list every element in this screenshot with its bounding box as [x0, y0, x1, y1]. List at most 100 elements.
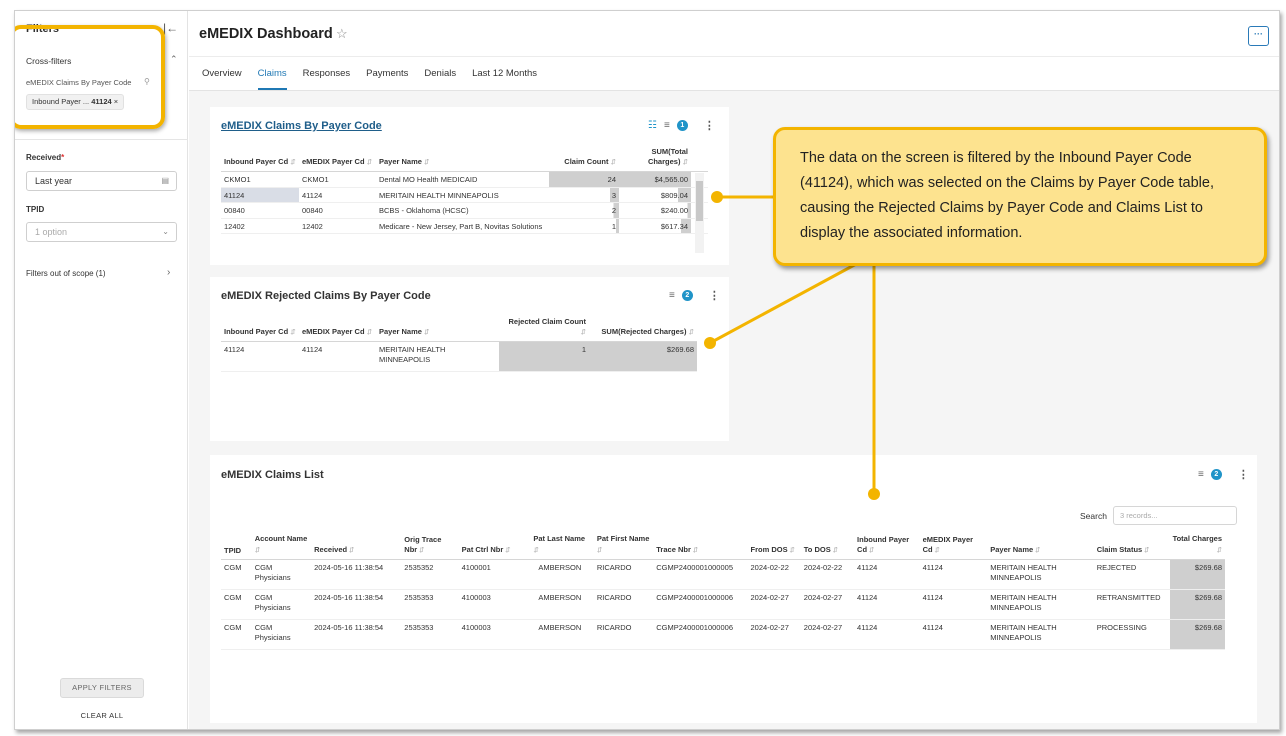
cell: RICARDO	[593, 589, 654, 620]
filter-count-badge[interactable]: 2	[1210, 469, 1222, 480]
column-header[interactable]: Inbound Payer Cd ⇵	[221, 315, 299, 342]
table-row[interactable]: CGM CGM Physicians 2024-05-16 11:38:54 2535…	[221, 619, 1225, 650]
column-header[interactable]: Trace Nbr ⇵	[653, 532, 748, 560]
column-header[interactable]: TPID	[221, 532, 252, 560]
received-label: Received*	[26, 153, 65, 162]
chevron-right-icon[interactable]: ›	[167, 267, 171, 278]
column-header[interactable]: Orig Trace Nbr ⇵	[401, 532, 459, 560]
kebab-menu-icon[interactable]: ⋮	[1237, 469, 1249, 481]
column-header[interactable]: Pat Last Name ⇵	[530, 532, 594, 560]
chevron-up-icon[interactable]: ⌃	[170, 54, 178, 64]
column-header[interactable]: eMEDIX Payer Cd ⇵	[299, 145, 376, 172]
column-header[interactable]: Received ⇵	[311, 532, 402, 560]
collapse-sidebar-icon[interactable]: |←	[163, 21, 179, 35]
cell: CGM	[221, 559, 252, 590]
clear-all-button[interactable]: CLEAR ALL	[80, 711, 124, 720]
tab-payments[interactable]: Payments	[366, 68, 409, 79]
table-row[interactable]: 41124 41124 MERITAIN HEALTH MINNEAPOLIS …	[221, 341, 697, 372]
cell: 41124	[854, 589, 920, 620]
more-options-button[interactable]: ···	[1248, 26, 1269, 46]
column-header[interactable]: Pat First Name ⇵	[593, 532, 654, 560]
cell: CGMP2400001000005	[653, 559, 748, 590]
cell: CKMO1	[221, 171, 299, 188]
kebab-menu-icon[interactable]: ⋮	[703, 120, 715, 132]
cell: 2024-05-16 11:38:54	[311, 589, 402, 620]
dashboard-header: eMEDIX Dashboard ☆ ··· Overview Claims R…	[189, 11, 1279, 91]
hierarchy-icon[interactable]: ☷	[648, 120, 657, 131]
panel-tools: ☷ ≡ 1 ⋮	[648, 119, 715, 132]
cell: 41124	[854, 559, 920, 590]
cell: 41124	[919, 559, 988, 590]
tab-overview[interactable]: Overview	[202, 68, 242, 79]
filter-icon[interactable]: ≡	[669, 290, 675, 301]
dashboard-main: eMEDIX Dashboard ☆ ··· Overview Claims R…	[189, 11, 1279, 729]
cell: MERITAIN HEALTH MINNEAPOLIS	[987, 589, 1094, 620]
column-header[interactable]: eMEDIX Payer Cd ⇵	[919, 532, 988, 560]
cell: 00840	[299, 202, 376, 219]
kebab-menu-icon[interactable]: ⋮	[708, 290, 720, 302]
cell: 41124	[221, 187, 299, 203]
cell: 41124	[919, 619, 988, 650]
search-label: Search	[1080, 511, 1107, 521]
column-header[interactable]: eMEDIX Payer Cd ⇵	[299, 315, 376, 342]
column-header[interactable]: Claim Status ⇵	[1093, 532, 1170, 560]
column-header[interactable]: Inbound Payer Cd ⇵	[854, 532, 920, 560]
filter-icon[interactable]: ≡	[663, 120, 670, 131]
column-header[interactable]: SUM(Rejected Charges) ⇵	[589, 315, 697, 342]
cell: CKMO1	[299, 171, 376, 188]
cell: 41124	[299, 187, 376, 203]
table-row[interactable]: 12402 12402 Medicare - New Jersey, Part B,…	[221, 218, 708, 234]
column-header[interactable]: Payer Name ⇵	[987, 532, 1094, 560]
cell: 2024-02-27	[800, 619, 855, 650]
column-header[interactable]: Account Name ⇵	[251, 532, 312, 560]
cell: 2024-02-27	[747, 619, 801, 650]
cell: BCBS - Oklahoma (HCSC)	[376, 202, 549, 219]
cell: 4100003	[458, 619, 531, 650]
cross-filter-source[interactable]: eMEDIX Claims By Payer Code	[26, 78, 132, 87]
tab-claims[interactable]: Claims	[257, 68, 287, 90]
column-header[interactable]: Inbound Payer Cd ⇵	[221, 145, 299, 172]
cell: 41124	[299, 341, 376, 372]
column-header[interactable]: To DOS ⇵	[800, 532, 855, 560]
filter-count-badge[interactable]: 2	[681, 290, 693, 301]
apply-filters-button[interactable]: APPLY FILTERS	[60, 678, 144, 698]
panel-tools: ≡ 2 ⋮	[1198, 468, 1249, 481]
table-row[interactable]: 41124 41124 MERITAIN HEALTH MINNEAPOLIS 3 $8…	[221, 187, 708, 203]
cross-filter-chip[interactable]: Inbound Payer ... 41124 ×	[26, 94, 125, 110]
close-icon[interactable]: ×	[113, 97, 119, 106]
app-window: Filters |← Cross-filters ⌃ eMEDIX Claims…	[14, 10, 1280, 730]
column-header[interactable]: Payer Name ⇵	[376, 145, 549, 172]
column-header[interactable]: SUM(Total Charges) ⇵	[619, 145, 691, 172]
table-row[interactable]: 00840 00840 BCBS - Oklahoma (HCSC) 2 $240.00	[221, 202, 708, 219]
rejected-claims-panel: eMEDIX Rejected Claims By Payer Code ≡ 2…	[210, 277, 729, 441]
divider	[15, 139, 188, 140]
cell: 4100003	[458, 589, 531, 620]
tab-responses[interactable]: Responses	[302, 68, 351, 79]
column-header[interactable]: Claim Count ⇵	[549, 145, 619, 172]
cell: MERITAIN HEALTH MINNEAPOLIS	[376, 187, 549, 203]
scrollbar[interactable]	[695, 173, 704, 253]
table-row[interactable]: CGM CGM Physicians 2024-05-16 11:38:54 2535…	[221, 559, 1225, 590]
cell: CGM Physicians	[251, 559, 312, 590]
cell: 24	[549, 171, 619, 188]
tpid-select[interactable]: 1 option ⌄	[26, 222, 177, 242]
filter-icon[interactable]: ≡	[1198, 469, 1204, 480]
received-select[interactable]: Last year ▤	[26, 171, 177, 191]
search-icon[interactable]: ⚲	[144, 77, 150, 86]
column-header[interactable]: From DOS ⇵	[747, 532, 801, 560]
panel-title[interactable]: eMEDIX Claims By Payer Code	[221, 120, 382, 132]
cell: CGM	[221, 589, 252, 620]
tab-denials[interactable]: Denials	[424, 68, 457, 79]
column-header[interactable]: Payer Name ⇵	[376, 315, 499, 342]
search-input[interactable]: 3 records...	[1113, 506, 1237, 525]
filter-count-badge[interactable]: 1	[676, 120, 688, 131]
cell: 2535353	[401, 619, 459, 650]
column-header[interactable]: Pat Ctrl Nbr ⇵	[458, 532, 531, 560]
tab-last-12-months[interactable]: Last 12 Months	[472, 68, 538, 79]
column-header[interactable]: Total Charges ⇵	[1169, 532, 1225, 560]
filters-out-of-scope[interactable]: Filters out of scope (1)	[26, 269, 106, 278]
table-row[interactable]: CGM CGM Physicians 2024-05-16 11:38:54 2535…	[221, 589, 1225, 620]
column-header[interactable]: Rejected Claim Count ⇵	[499, 315, 589, 342]
star-icon[interactable]: ☆	[336, 26, 348, 41]
table-row[interactable]: CKMO1 CKMO1 Dental MO Health MEDICAID 24 $4,…	[221, 171, 708, 188]
